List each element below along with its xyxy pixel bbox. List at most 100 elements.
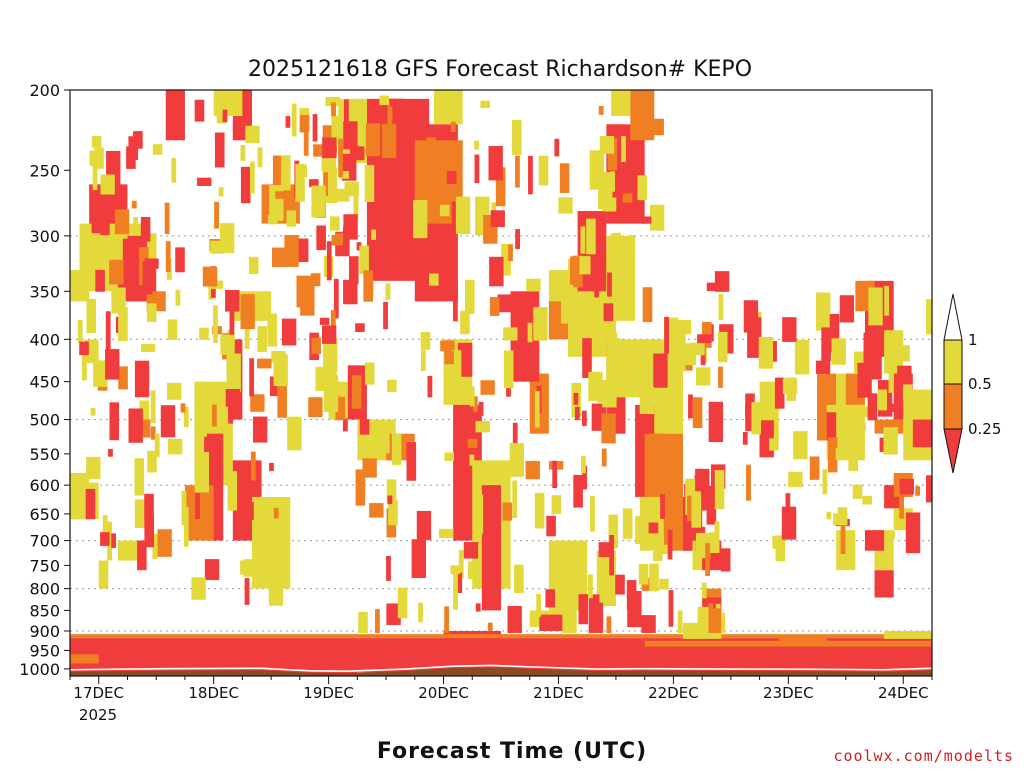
heatmap-cell-high — [769, 438, 779, 451]
heatmap-cell-high — [512, 120, 522, 155]
heatmap-cell-high — [854, 351, 864, 375]
heatmap-cell-low — [641, 216, 652, 224]
heatmap-cell-low — [111, 533, 116, 548]
heatmap-cell-mid — [515, 155, 520, 188]
y-tick-label: 750 — [29, 556, 60, 575]
heatmap-cell-high — [86, 456, 101, 480]
heatmap-cell-mid — [351, 375, 362, 409]
heatmap-cell-mid — [365, 123, 381, 157]
heatmap-cell-high — [295, 163, 305, 202]
heatmap-cell-low — [821, 327, 831, 362]
heatmap-cell-mid — [214, 201, 219, 229]
heatmap-cell-low — [554, 138, 560, 157]
heatmap-cell-high — [527, 322, 533, 343]
heatmap-cell-low — [615, 574, 625, 595]
heatmap-cell-high — [558, 197, 573, 214]
heatmap-cell-high — [599, 586, 605, 603]
heatmap-cell-high — [243, 559, 258, 577]
heatmap-cell-low — [864, 530, 885, 551]
heatmap-cell-low — [545, 589, 555, 608]
heatmap-cell-low — [785, 493, 791, 523]
heatmap-cell-low — [134, 360, 150, 398]
heatmap-cell-low — [376, 231, 387, 250]
heatmap-cell-high — [465, 279, 475, 315]
heatmap-cell-high — [855, 406, 871, 418]
heatmap-cell-low — [326, 241, 332, 281]
heatmap-cell-high — [890, 531, 895, 539]
heatmap-cell-high — [460, 310, 470, 335]
colorbar-top-arrow — [943, 293, 963, 341]
heatmap-cell-high — [197, 424, 207, 437]
heatmap-cell-low — [782, 317, 797, 342]
y-tick-label: 650 — [29, 505, 60, 524]
heatmap-cell-high — [102, 515, 108, 538]
heatmap-cell-low — [867, 393, 878, 421]
heatmap-cell-low — [708, 401, 724, 443]
y-axis: 200 250 300 350 400 450 500 550 600 650 700 750 800 8… — [19, 81, 70, 679]
heatmap-cell-high — [134, 458, 145, 496]
heatmap-cell-high — [831, 338, 846, 365]
heatmap-cell-high — [458, 550, 464, 579]
heatmap-cell-low — [667, 529, 673, 560]
heatmap-cell-low — [322, 137, 337, 159]
heatmap-cell-low — [140, 217, 151, 242]
heatmap-cell-high — [339, 171, 349, 179]
heatmap-cell-high — [358, 611, 368, 633]
heatmap-cell-mid — [375, 609, 380, 633]
heatmap-cell-mid — [649, 118, 664, 136]
heatmap-cell-high — [291, 103, 297, 137]
heatmap-cell-mid — [644, 640, 932, 647]
heatmap-cell-low — [175, 247, 185, 273]
heatmap-cell-high — [91, 136, 102, 148]
heatmap-cell-high — [637, 175, 648, 201]
heatmap-cell-high — [709, 532, 720, 554]
heatmap-cell-high — [286, 210, 297, 227]
heatmap-cell-high — [562, 608, 577, 633]
heatmap-cell-high — [884, 285, 890, 316]
heatmap-cell-high — [375, 428, 390, 454]
heatmap-cell-mid — [109, 259, 124, 285]
heatmap-cell-high — [94, 147, 104, 169]
heatmap-cell-mid — [915, 486, 921, 496]
heatmap-cell-low — [240, 166, 251, 204]
heatmap-cell-high — [895, 345, 910, 362]
y-tick-label: 950 — [29, 641, 60, 660]
heatmap-cell-mid — [450, 121, 456, 132]
heatmap-cell-low — [142, 261, 153, 295]
heatmap-cell-mid — [150, 426, 156, 440]
heatmap-cell-high — [691, 491, 702, 528]
heatmap-cell-low — [342, 418, 348, 432]
heatmap-cell-mid — [363, 270, 373, 302]
heatmap-cell-mid — [211, 404, 217, 427]
heatmap-cell-high — [154, 433, 160, 457]
heatmap-cell-low — [874, 570, 894, 598]
heatmap-cell-high — [826, 511, 832, 520]
heatmap-cell-low — [194, 99, 205, 122]
heatmap-cell-high — [833, 513, 848, 526]
heatmap-cell-high — [654, 544, 669, 555]
heatmap-cell-high — [133, 216, 139, 235]
heatmap-cell-low — [299, 648, 358, 675]
heatmap-cell-high — [638, 564, 649, 585]
heatmap-cell-low — [706, 282, 717, 292]
heatmap-cell-high — [90, 407, 96, 416]
heatmap-cell-low — [457, 572, 463, 594]
heatmap-cell-mid — [467, 438, 478, 448]
heatmap-cell-mid — [299, 114, 310, 133]
heatmap-cell-low — [648, 522, 659, 534]
heatmap-cell-high — [210, 240, 225, 254]
heatmap-cell-high — [526, 278, 541, 292]
heatmap-cell-low — [481, 485, 501, 611]
x-year-label: 2025 — [79, 706, 117, 724]
heatmap-cell-mid — [718, 366, 723, 388]
ground-terrain — [70, 664, 932, 676]
heatmap-cell-high — [509, 443, 525, 477]
heatmap-cell-mid — [440, 340, 455, 352]
heatmap-cell-high — [794, 339, 810, 375]
heatmap-cell-high — [251, 496, 291, 589]
heatmap-cell-low — [355, 323, 365, 333]
heatmap-cell-mid — [692, 397, 703, 428]
heatmap-cell-low — [312, 114, 318, 142]
heatmap-cell-high — [622, 508, 633, 539]
